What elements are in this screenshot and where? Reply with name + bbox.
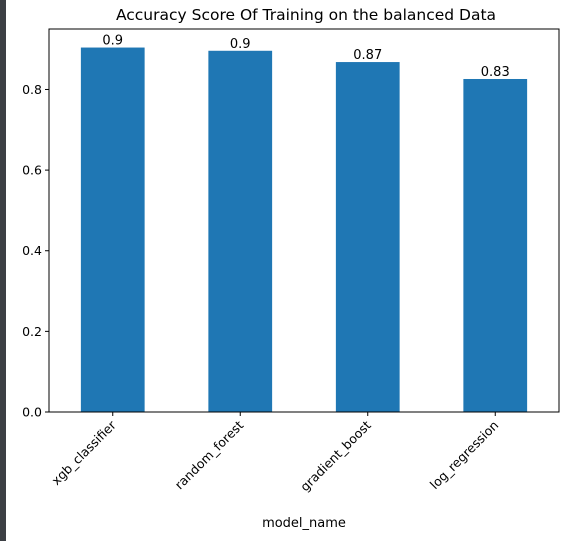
y-axis: 0.0 0.2 0.4 0.6 0.8 [22,82,49,420]
chart-title: Accuracy Score Of Training on the balanc… [116,6,496,24]
bar-value-label: 0.83 [481,65,510,80]
bar-labels-group: 0.9 0.9 0.87 0.83 [102,34,509,80]
bar-random-forest [208,50,273,412]
y-tick-label: 0.4 [22,243,42,258]
plot-area-border [48,28,560,413]
x-tick-label: gradient_boost [297,417,374,494]
x-tick-label: random_forest [172,417,247,492]
bar-log-regression [463,78,528,412]
bar-gradient-boost [335,62,400,412]
bar-value-label: 0.9 [102,34,123,49]
bar-value-label: 0.87 [353,48,382,63]
bars-group [80,47,528,413]
x-tick-label: xgb_classifier [48,417,119,488]
y-tick-label: 0.6 [22,163,42,178]
y-tick-label: 0.2 [22,324,42,339]
window-edge-strip [0,0,6,541]
bar-value-label: 0.9 [230,37,251,52]
x-axis: xgb_classifier random_forest gradient_boos… [48,412,501,494]
bar-xgb-classifier [80,47,145,413]
x-axis-label: model_name [262,516,346,531]
y-tick-label: 0.8 [22,82,42,97]
y-tick-label: 0.0 [22,405,42,420]
x-tick-label: log_regression [427,418,502,493]
